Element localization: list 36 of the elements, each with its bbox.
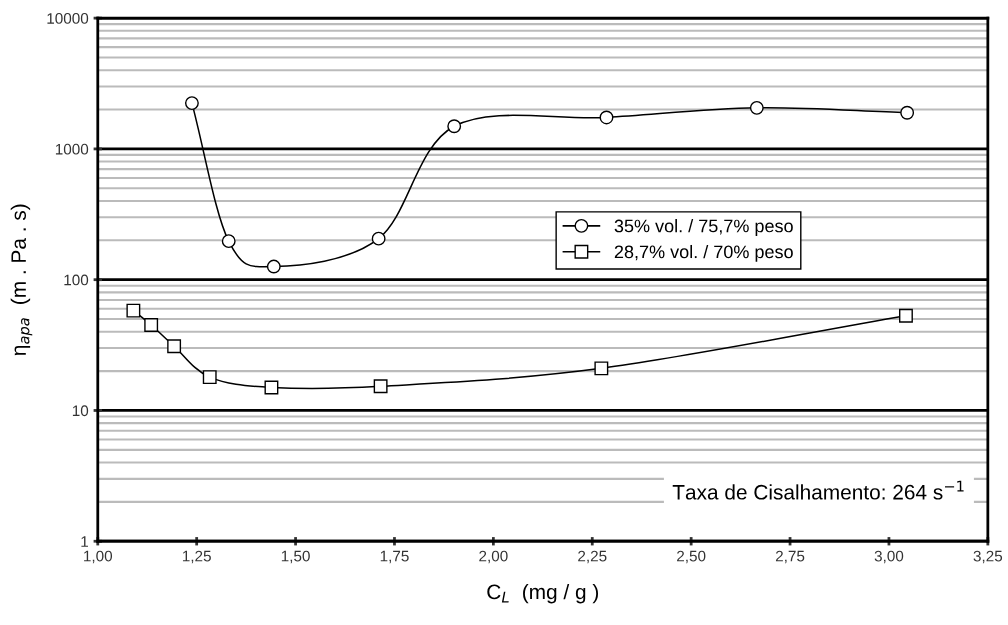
point [373,379,388,394]
x-tick-label: 2,75 [775,550,805,564]
x-axis-title: C$_{L}$ (mg / g ) [487,583,599,604]
y-tick-label: 10 [72,405,89,417]
x-tick-label: 1,00 [84,550,113,564]
point [599,110,614,125]
x-tick-label: 1,75 [380,550,409,564]
point [899,308,913,323]
point [900,105,915,120]
y-tick-label: 1 [81,536,88,547]
y-tick-label: 100 [64,274,89,286]
point [202,370,217,385]
point [749,100,764,115]
point [371,231,386,246]
x-tick-label: 1,50 [281,550,310,564]
point [144,318,159,332]
point [594,361,609,376]
y-axis-title: η$_{apa}$ (m . Pa . s) [10,204,33,356]
x-tick-label: 3,00 [874,550,904,564]
y-tick-label: 1000 [55,143,89,155]
x-tick-label: 2,00 [479,550,508,564]
y-tick-label: 10000 [47,12,89,24]
point [167,339,182,354]
x-tick-label: 1,25 [182,550,211,564]
legend-label: 28,7% vol. / 70% peso [614,244,793,262]
annotation: Taxa de Cisalhamento: 264 s$^{−1}$ [672,480,964,500]
x-tick-label: 3,25 [973,550,1003,564]
point [447,119,462,134]
point [221,234,236,249]
x-tick-label: 2,25 [578,550,607,564]
point [266,259,281,274]
point [184,96,199,111]
point [126,303,141,318]
point [264,380,279,395]
x-tick-label: 2,50 [677,550,706,564]
legend-label: 35% vol. / 75,7% peso [614,219,793,236]
